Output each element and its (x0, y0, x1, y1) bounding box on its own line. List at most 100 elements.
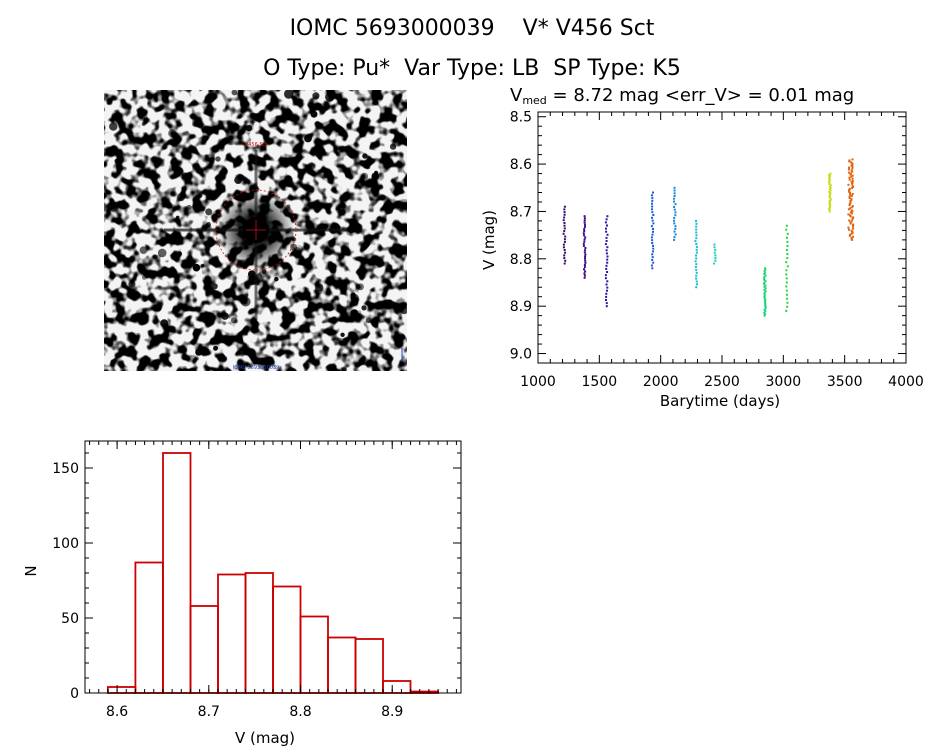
lightcurve-point (651, 258, 654, 261)
field-star (369, 143, 377, 150)
field-star (215, 156, 221, 162)
lc-ytick-label: 8.6 (510, 157, 532, 173)
field-star (307, 162, 315, 171)
lightcurve-point (564, 259, 567, 262)
lightcurve-point (764, 267, 767, 270)
lightcurve-point (828, 209, 831, 212)
lightcurve-point (786, 253, 789, 256)
histogram-ylabel: N (22, 565, 40, 576)
lightcurve-point (583, 266, 586, 269)
lightcurve-point (673, 197, 675, 200)
stamp-caption-bottom: IOMC 5693000039 (233, 365, 280, 371)
lightcurve-point (852, 227, 855, 230)
lightcurve-point (714, 257, 717, 260)
histogram-bar (382, 680, 412, 694)
lightcurve-point (583, 217, 586, 220)
lightcurve-point (786, 305, 789, 308)
lightcurve-point (584, 249, 587, 252)
lightcurve-point (584, 257, 586, 260)
lightcurve-point (584, 259, 587, 262)
lightcurve-point (651, 197, 654, 200)
lightcurve-point (828, 205, 831, 208)
field-star (206, 222, 211, 227)
lightcurve-point (851, 218, 854, 221)
lightcurve-point (785, 269, 788, 272)
lightcurve-point (695, 243, 698, 245)
lightcurve-point (582, 244, 585, 247)
lightcurve-point (652, 222, 655, 225)
lightcurve-point (652, 230, 654, 233)
lightcurve-point (673, 195, 676, 197)
lightcurve-point (829, 198, 832, 201)
lightcurve-point (828, 196, 831, 199)
lightcurve-point (695, 274, 698, 277)
lightcurve-point (763, 277, 766, 280)
lc-ytick-label: 8.5 (510, 110, 532, 126)
lightcurve-point (828, 176, 831, 179)
lightcurve-point (563, 240, 566, 243)
lightcurve-point (849, 222, 852, 225)
lightcurve-point (583, 230, 586, 232)
lc-xtick-label: 3500 (827, 374, 863, 390)
field-star (160, 319, 169, 328)
lightcurve-point (849, 200, 852, 203)
lightcurve-point (606, 255, 609, 258)
lightcurve-point (583, 276, 586, 279)
lightcurve-point (764, 268, 767, 271)
lightcurve-point (584, 247, 587, 249)
lightcurve-point (605, 218, 608, 221)
lightcurve-xlabel: Barytime (days) (660, 392, 780, 410)
lightcurve-point (786, 240, 789, 243)
lightcurve-point (673, 219, 675, 222)
lightcurve-point (583, 264, 586, 266)
lightcurve-point (764, 301, 767, 304)
lightcurve-point (583, 268, 585, 271)
lightcurve-point (651, 253, 654, 256)
lightcurve-point (850, 238, 853, 241)
lc-ytick-label: 8.9 (510, 299, 532, 315)
lightcurve-point (848, 160, 851, 163)
lightcurve-point (852, 185, 855, 188)
lightcurve-point (673, 206, 676, 208)
lightcurve-point (851, 182, 853, 185)
lightcurve-point (786, 297, 789, 300)
lightcurve-point (851, 179, 854, 182)
lightcurve-point (674, 214, 677, 217)
field-star (230, 317, 237, 324)
lightcurve-point (764, 280, 767, 283)
histogram-bar (189, 605, 219, 694)
lightcurve-point (563, 230, 566, 233)
lightcurve-point (584, 223, 586, 226)
lightcurve-point (763, 300, 766, 303)
field-star (205, 208, 213, 216)
lightcurve-point (850, 195, 853, 197)
lightcurve-point (651, 194, 653, 197)
lightcurve-point (713, 251, 716, 254)
lightcurve-point (605, 283, 608, 286)
field-star (198, 193, 203, 198)
lightcurve-point (763, 297, 766, 300)
hist-ytick-label: 150 (52, 461, 79, 477)
field-star (221, 312, 229, 320)
hist-xtick-label: 8.7 (198, 704, 220, 720)
field-star (260, 291, 266, 297)
lightcurve-point (605, 227, 607, 230)
lightcurve-point (695, 263, 698, 266)
lightcurve-point (763, 281, 766, 284)
lightcurve-point (695, 248, 698, 251)
lightcurve-point (851, 170, 854, 173)
lightcurve-point (851, 165, 854, 168)
lightcurve-point (785, 309, 788, 312)
lightcurve-point (606, 280, 609, 283)
lightcurve-point (673, 238, 676, 241)
lightcurve-point (828, 183, 831, 185)
lightcurve-point (764, 290, 767, 293)
lightcurve-point (604, 221, 607, 224)
lightcurve-point (714, 249, 717, 251)
lightcurve-point (583, 219, 586, 222)
lightcurve-point (584, 261, 587, 264)
lightcurve-point (563, 208, 566, 211)
field-star (360, 172, 369, 180)
lightcurve-point (763, 308, 766, 311)
field-star (377, 312, 382, 317)
